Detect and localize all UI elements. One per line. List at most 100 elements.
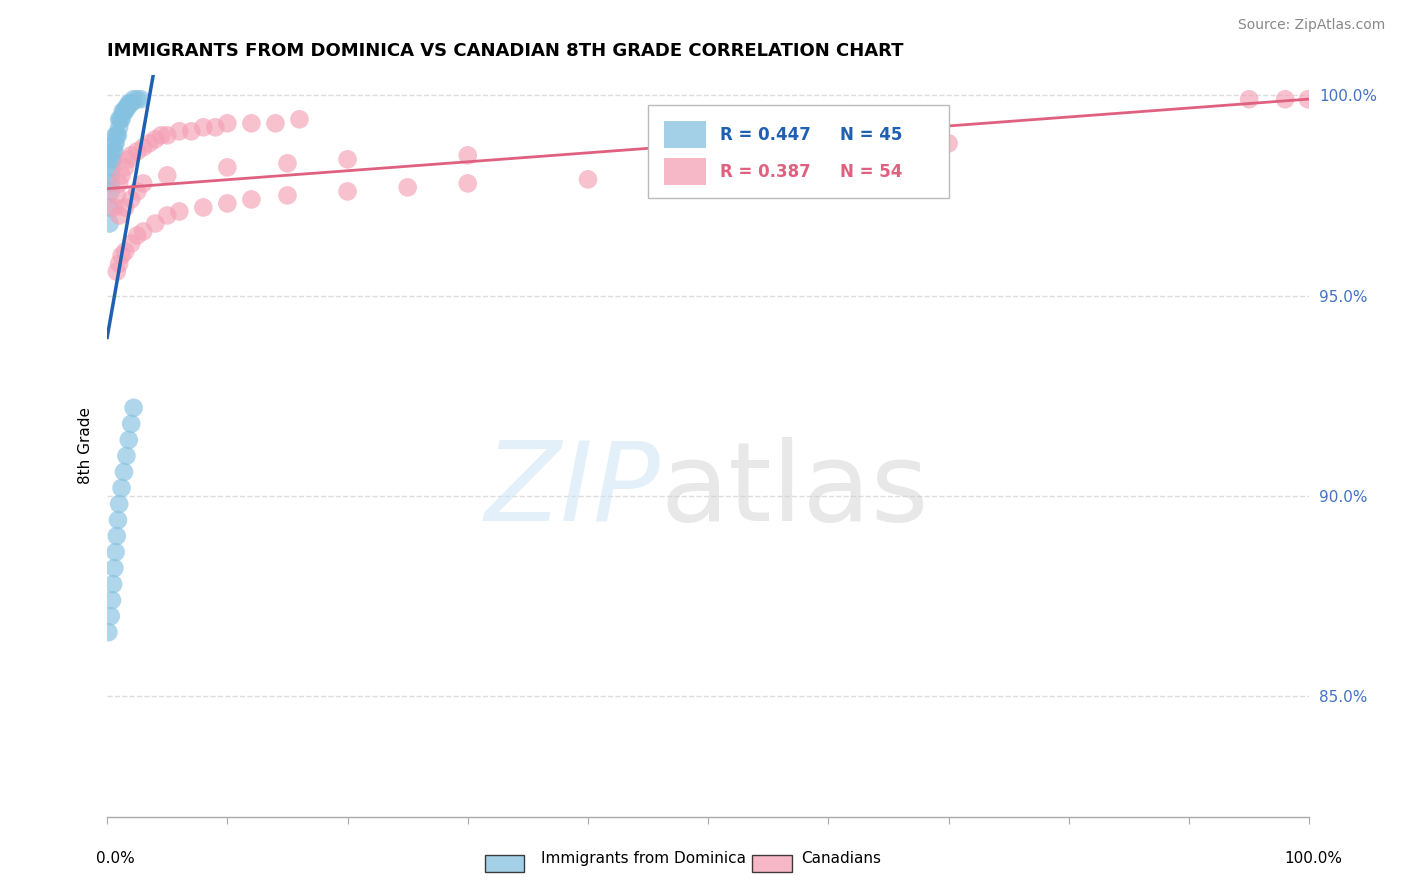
Point (98, 217, 121, 231)
Point (110, 481, 132, 495)
Point (112, 465, 135, 479)
Point (118, 433, 141, 447)
Text: Canadians: Canadians (801, 852, 882, 866)
Text: R = 0.447: R = 0.447 (720, 126, 811, 144)
Point (276, 156, 298, 170)
Point (108, 177, 131, 191)
Bar (664, 158, 706, 185)
Point (101, 153, 124, 167)
Point (103, 201, 125, 215)
Point (100, 185, 122, 199)
Point (169, 204, 191, 219)
Point (103, 561, 125, 575)
Point (101, 153, 124, 167)
Point (100, 177, 122, 191)
FancyBboxPatch shape (648, 105, 949, 197)
Point (396, 180, 419, 194)
Point (105, 128, 128, 143)
Point (457, 177, 479, 191)
Point (103, 136, 125, 151)
Point (105, 529, 128, 543)
Point (193, 120, 215, 135)
Point (101, 593, 124, 607)
Point (204, 120, 226, 135)
Point (1296, 92, 1319, 106)
Point (114, 161, 136, 175)
Text: Immigrants from Dominica: Immigrants from Dominica (541, 852, 747, 866)
Point (122, 401, 145, 415)
Point (118, 96, 141, 111)
Text: ZIP: ZIP (484, 437, 659, 544)
Bar (664, 121, 706, 148)
Point (1274, 92, 1296, 106)
Point (108, 120, 131, 135)
Point (108, 497, 131, 511)
Y-axis label: 8th Grade: 8th Grade (79, 408, 93, 484)
Point (143, 217, 166, 231)
Point (110, 248, 132, 262)
Point (156, 128, 179, 143)
Point (156, 209, 179, 223)
Text: Source: ZipAtlas.com: Source: ZipAtlas.com (1237, 18, 1385, 31)
Point (336, 153, 359, 167)
Point (120, 193, 142, 207)
Point (276, 188, 298, 202)
Point (264, 116, 287, 130)
Text: N = 54: N = 54 (841, 162, 903, 180)
Point (98, 201, 121, 215)
Point (817, 140, 839, 154)
Point (193, 201, 215, 215)
Point (118, 153, 141, 167)
Point (127, 92, 149, 106)
Point (101, 145, 124, 159)
Point (108, 256, 131, 270)
Point (217, 161, 239, 175)
Point (104, 545, 127, 559)
Point (97, 625, 120, 640)
Point (104, 128, 127, 143)
Point (457, 148, 479, 162)
Point (117, 100, 139, 114)
Point (110, 112, 132, 127)
Point (110, 112, 132, 127)
Text: 100.0%: 100.0% (1285, 852, 1343, 866)
Text: atlas: atlas (659, 437, 928, 544)
Point (169, 124, 191, 138)
Point (108, 209, 131, 223)
Point (576, 172, 599, 186)
Point (336, 185, 359, 199)
Point (217, 116, 239, 130)
Point (107, 128, 129, 143)
Text: IMMIGRANTS FROM DOMINICA VS CANADIAN 8TH GRADE CORRELATION CHART: IMMIGRANTS FROM DOMINICA VS CANADIAN 8TH… (107, 42, 904, 60)
Point (132, 225, 155, 239)
Text: N = 45: N = 45 (841, 126, 903, 144)
Point (156, 169, 179, 183)
Point (938, 136, 960, 151)
Point (127, 228, 149, 243)
Point (143, 132, 166, 146)
Point (127, 185, 149, 199)
Point (120, 96, 142, 111)
Point (103, 145, 125, 159)
Point (217, 196, 239, 211)
Point (150, 128, 173, 143)
Point (105, 264, 128, 278)
Point (127, 145, 149, 159)
Text: 0.0%: 0.0% (96, 852, 135, 866)
Point (122, 92, 145, 106)
Point (104, 136, 127, 151)
Point (108, 112, 131, 127)
Point (120, 148, 142, 162)
Point (101, 577, 124, 591)
Point (110, 169, 132, 183)
Point (120, 236, 142, 251)
Point (107, 513, 129, 527)
Point (1237, 92, 1260, 106)
Point (115, 100, 138, 114)
Point (105, 188, 128, 202)
Point (120, 417, 142, 431)
Point (240, 116, 263, 130)
Point (132, 140, 155, 154)
Point (100, 169, 122, 183)
Text: R = 0.387: R = 0.387 (720, 162, 811, 180)
